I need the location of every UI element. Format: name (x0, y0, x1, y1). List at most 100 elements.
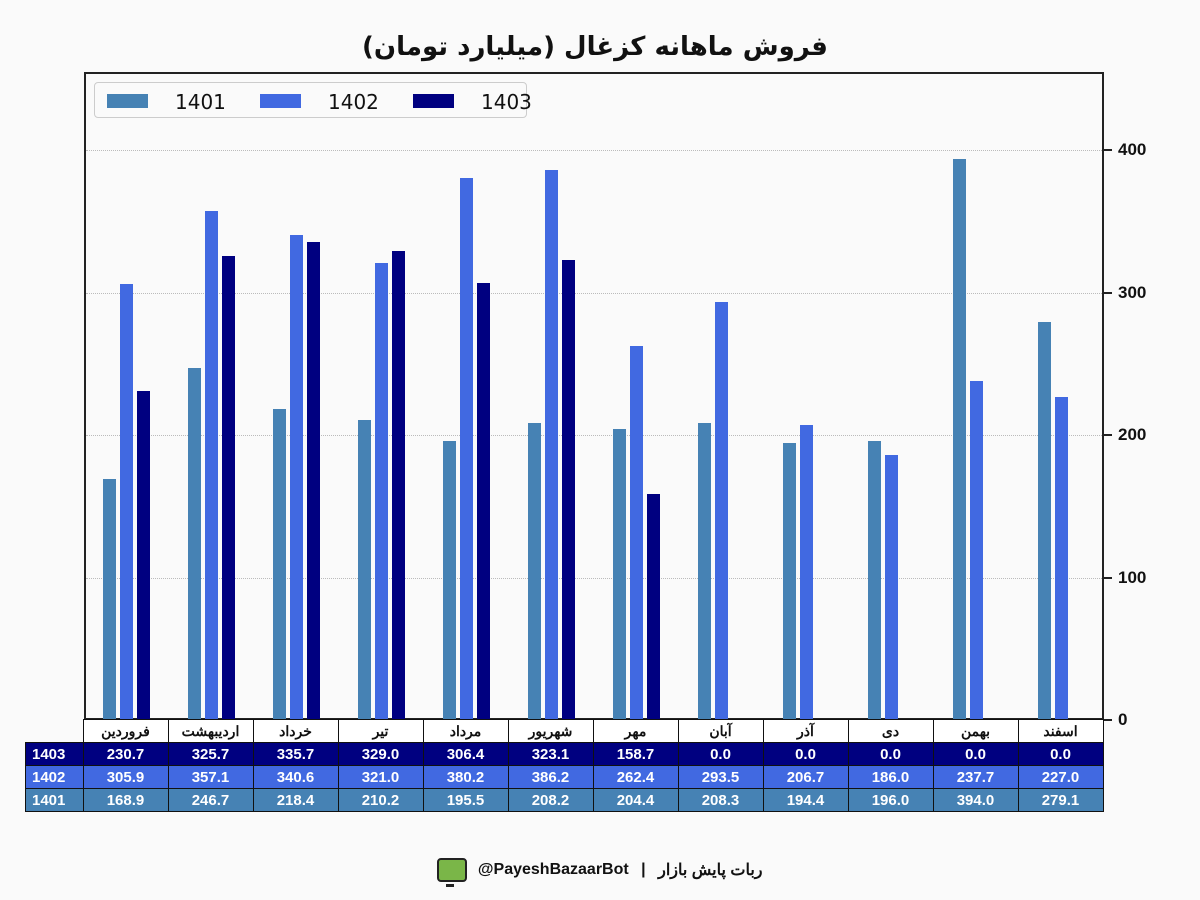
gridline (86, 292, 1102, 294)
bar-1401 (698, 423, 711, 720)
bar-1402 (290, 234, 303, 720)
month-header: اسفند (1017, 719, 1104, 743)
table-cell: 0.0 (762, 742, 849, 766)
footer-brand: ربات پایش بازار (658, 862, 763, 879)
y-tick (1104, 719, 1112, 721)
table-cell: 262.4 (592, 765, 679, 789)
table-cell: 230.7 (82, 742, 169, 766)
bar-1402 (885, 454, 898, 720)
gridline (86, 435, 1102, 436)
table-cell: 206.7 (762, 765, 849, 789)
footer: @PayeshBazaarBot | ربات پایش بازار (0, 858, 1200, 887)
row-label: 1402 (25, 765, 84, 789)
bar-1402 (630, 346, 643, 720)
bar-1401 (613, 428, 626, 720)
legend-label: 1403 (481, 90, 532, 114)
bar-1401 (103, 479, 116, 720)
table-cell: 0.0 (932, 742, 1019, 766)
month-header: مرداد (422, 719, 509, 743)
bar-1401 (188, 368, 201, 720)
bar-1402 (1055, 396, 1068, 720)
y-tick-label: 100 (1118, 567, 1147, 587)
table-cell: 210.2 (337, 788, 424, 812)
legend-label: 1402 (328, 90, 379, 114)
bar-1403 (137, 391, 150, 720)
bar-1403 (222, 255, 235, 720)
y-tick-label: 400 (1118, 140, 1147, 159)
table-cell: 194.4 (762, 788, 849, 812)
bar-1402 (715, 301, 728, 720)
bar-1401 (273, 408, 286, 720)
table-cell: 218.4 (252, 788, 339, 812)
monitor-bot-icon (437, 858, 468, 887)
bar-1402 (120, 284, 133, 720)
table-cell: 394.0 (932, 788, 1019, 812)
row-label: 1401 (25, 788, 84, 812)
bar-1402 (460, 178, 473, 720)
table-cell: 340.6 (252, 765, 339, 789)
table-cell: 0.0 (677, 742, 764, 766)
y-tick-label: 200 (1118, 425, 1147, 444)
footer-separator: | (641, 861, 646, 878)
bar-1401 (953, 158, 966, 720)
bar-1403 (307, 241, 320, 720)
table-cell: 208.3 (677, 788, 764, 812)
bar-1401 (868, 440, 881, 720)
table-cell: 186.0 (847, 765, 934, 789)
table-cell: 246.7 (167, 788, 254, 812)
bar-1402 (970, 381, 983, 720)
table-row-1401: 1401 168.9 246.7 218.4 210.2 195.5 208.2 204.4 2… (25, 788, 1104, 812)
bar-1402 (800, 425, 813, 720)
y-tick (1104, 291, 1112, 294)
table-cell: 335.7 (252, 742, 339, 766)
month-header: اردیبهشت (167, 719, 254, 743)
month-header: بهمن (932, 719, 1019, 743)
table-cell: 227.0 (1017, 765, 1104, 789)
plot-area (84, 72, 1104, 720)
table-cell: 325.7 (167, 742, 254, 766)
table-cell: 158.7 (592, 742, 679, 766)
table-cell: 305.9 (82, 765, 169, 789)
bar-1401 (443, 441, 456, 720)
table-cell: 0.0 (847, 742, 934, 766)
table-cell: 195.5 (422, 788, 509, 812)
bar-1403 (392, 251, 405, 720)
bar-1401 (528, 423, 541, 720)
table-row-1403: 1403 230.7 325.7 335.7 329.0 306.4 323.1 158.7 0… (25, 742, 1104, 766)
gridline (86, 150, 1102, 151)
table-corner (26, 720, 84, 743)
gridline (86, 577, 1102, 579)
legend-swatch (107, 94, 148, 108)
row-label: 1403 (25, 742, 84, 766)
month-header: دی (847, 719, 934, 743)
table-cell: 237.7 (932, 765, 1019, 789)
table-cell: 279.1 (1017, 788, 1104, 812)
table-row-1402: 1402 305.9 357.1 340.6 321.0 380.2 386.2 262.4 2… (25, 765, 1104, 789)
month-header: آبان (677, 719, 764, 743)
bar-1401 (783, 442, 796, 720)
y-tick-label: 0 (1118, 710, 1128, 729)
table-cell: 208.2 (507, 788, 594, 812)
table-cell: 357.1 (167, 765, 254, 789)
table-cell: 321.0 (337, 765, 424, 789)
bar-1401 (1038, 322, 1051, 720)
table-cell: 306.4 (422, 742, 509, 766)
table-cell: 196.0 (847, 788, 934, 812)
legend-swatch (413, 94, 454, 108)
y-tick (1104, 434, 1112, 436)
table-cell: 329.0 (337, 742, 424, 766)
bar-1403 (477, 283, 490, 720)
bar-1403 (647, 493, 660, 720)
legend-label: 1401 (175, 90, 226, 114)
table-cell: 293.5 (677, 765, 764, 789)
month-header: فروردین (82, 719, 169, 743)
y-tick (1104, 149, 1112, 151)
table-cell: 323.1 (507, 742, 594, 766)
bar-1402 (205, 211, 218, 720)
bar-1403 (562, 259, 575, 720)
table-cell: 168.9 (82, 788, 169, 812)
footer-handle: @PayeshBazaarBot (477, 861, 629, 878)
y-tick-label: 300 (1118, 282, 1147, 302)
chart-title: فروش ماهانه کزغال (میلیارد تومان) (362, 32, 828, 62)
table-cell: 204.4 (592, 788, 679, 812)
